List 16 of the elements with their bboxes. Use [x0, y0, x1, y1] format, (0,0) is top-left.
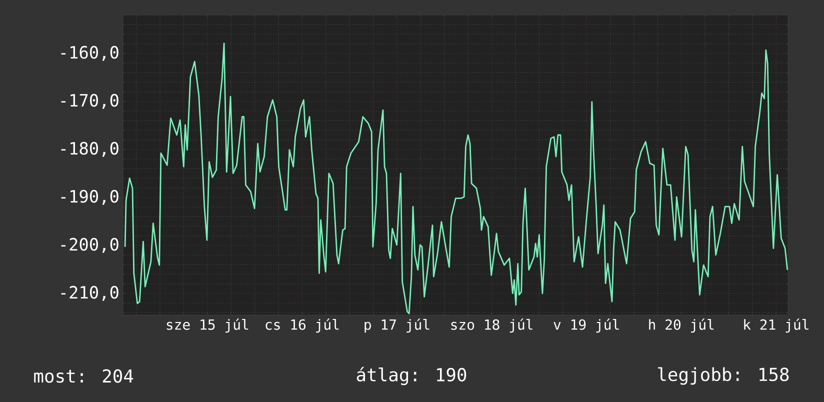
text: most: 204: [34, 369, 134, 383]
y-tick-label: -170,0: [61, 94, 118, 109]
x-tick-label: cs 16 júl: [266, 318, 339, 333]
y-tick-label: -190,0: [61, 190, 118, 205]
x-tick-label: v 19 júl: [554, 318, 619, 333]
y-tick-label: -210,0: [61, 286, 118, 301]
x-tick-label: szo 18 júl: [451, 318, 532, 333]
y-tick-label: -200,0: [61, 238, 118, 253]
x-tick-label: sze 15 júl: [166, 318, 248, 333]
y-tick-label: -180,0: [61, 142, 118, 157]
x-tick-label: p 17 júl: [364, 318, 430, 333]
x-tick-label: h 20 júl: [649, 318, 714, 333]
x-tick-label: k 21 júl: [744, 318, 808, 333]
text: legjobb: 158: [658, 367, 789, 385]
text: átlag: 190: [356, 366, 466, 386]
y-tick-label: -160,0: [61, 46, 118, 61]
